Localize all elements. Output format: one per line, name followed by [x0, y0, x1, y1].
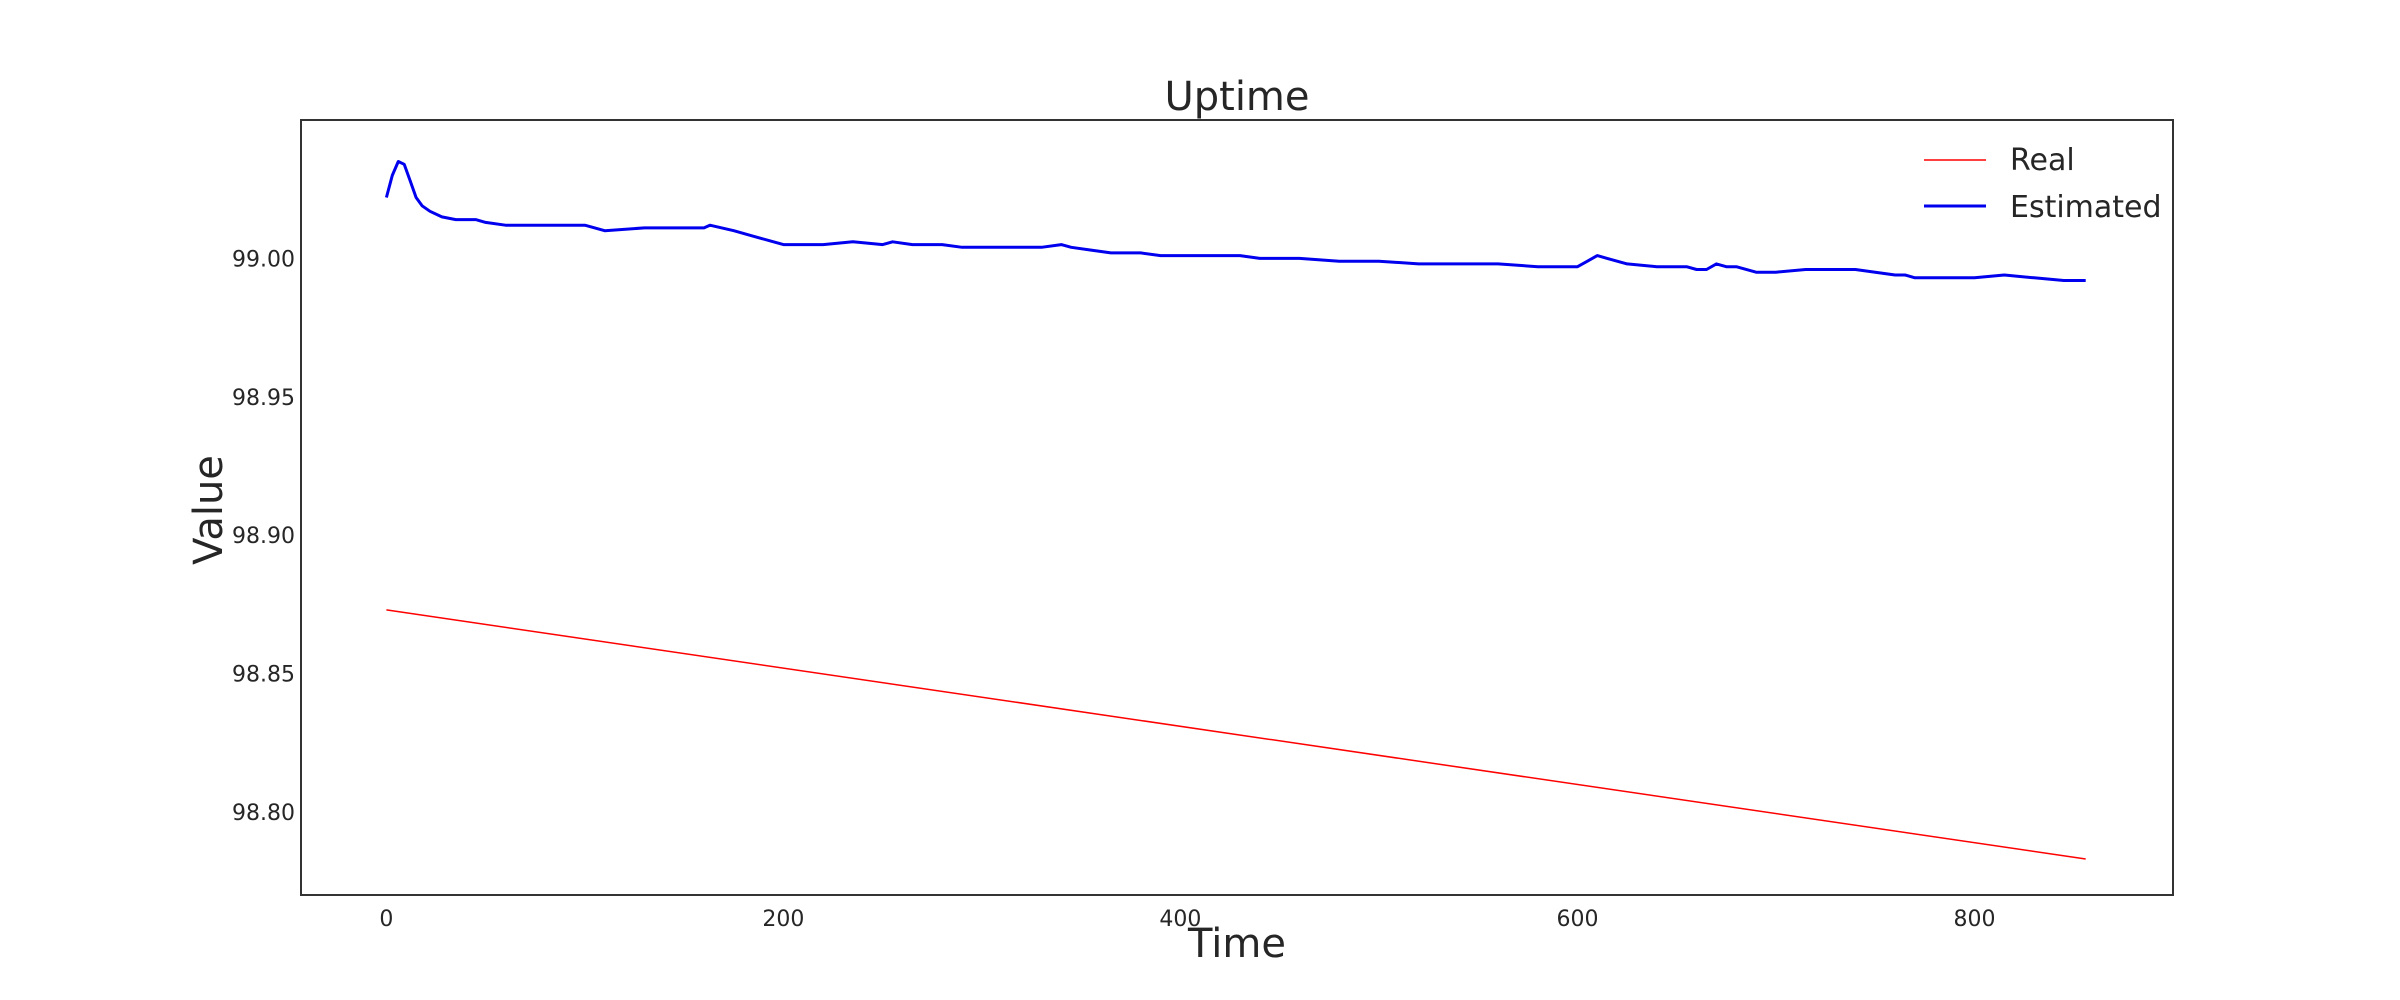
y-tick-label: 98.85	[232, 663, 295, 688]
x-tick-label: 400	[1159, 907, 1201, 932]
x-tick-labels: 0 200 400 600 800	[379, 907, 1995, 932]
plot-frame	[300, 119, 2174, 896]
legend-label-real: Real	[2010, 143, 2075, 178]
series-line-estimated	[384, 160, 2086, 282]
x-tick-label: 600	[1556, 907, 1598, 932]
series-line-real	[386, 609, 2086, 860]
y-tick-labels: 98.80 98.85 98.90 98.95 99.00	[232, 247, 295, 826]
x-axis-label: Time	[1187, 921, 1286, 967]
series-lines	[384, 160, 2086, 860]
x-tick-label: 800	[1953, 907, 1995, 932]
x-tick-label: 0	[379, 907, 393, 932]
legend-label-estimated: Estimated	[2010, 190, 2162, 225]
legend: Real Estimated	[1924, 143, 2162, 225]
chart-title: Uptime	[1164, 74, 1309, 120]
x-tick-label: 200	[762, 907, 804, 932]
y-tick-label: 98.80	[232, 801, 295, 826]
y-tick-label: 99.00	[232, 247, 295, 272]
y-tick-label: 98.95	[232, 386, 295, 411]
y-tick-label: 98.90	[232, 524, 295, 549]
y-axis-label: Value	[186, 455, 232, 565]
